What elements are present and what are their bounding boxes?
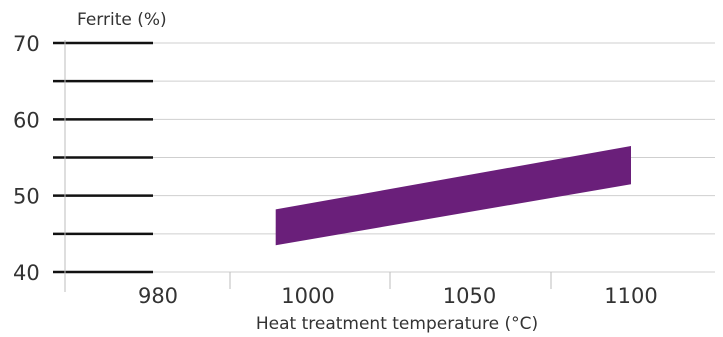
y-axis-label: Ferrite (%) — [77, 10, 167, 30]
x-axis-label: Heat treatment temperature (°C) — [256, 314, 538, 334]
ferrite-band-layer — [275, 146, 631, 246]
ferrite-band — [275, 146, 631, 246]
y-tick-label: 70 — [13, 32, 40, 56]
y-tick-labels: 40 50 60 70 — [13, 32, 40, 285]
x-tick-label: 980 — [138, 284, 178, 308]
x-separators — [64, 40, 552, 292]
x-tick-labels: 980 1000 1050 1100 — [138, 284, 658, 308]
y-tick-label: 50 — [13, 185, 40, 209]
y-tick-label: 60 — [13, 108, 40, 132]
x-tick-label: 1000 — [281, 284, 334, 308]
x-tick-label: 1100 — [604, 284, 657, 308]
x-tick-label: 1050 — [443, 284, 496, 308]
y-tick-label: 40 — [13, 261, 40, 285]
